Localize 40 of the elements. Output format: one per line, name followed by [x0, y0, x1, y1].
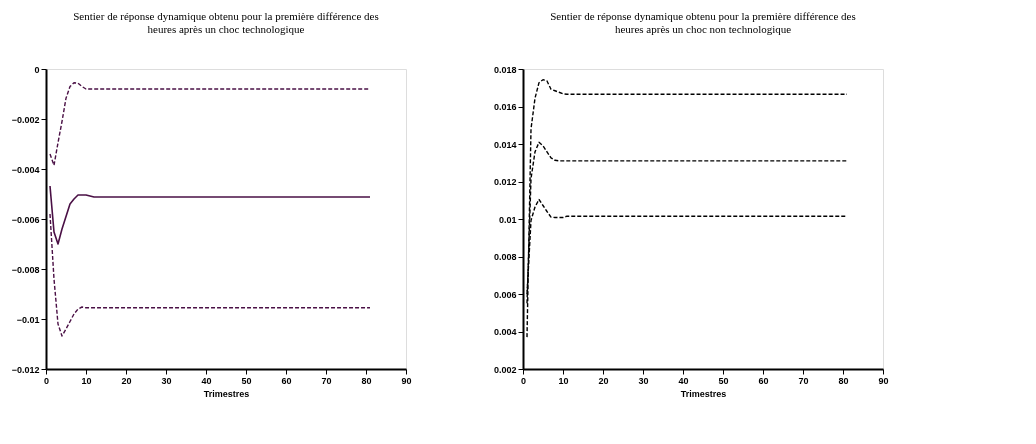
y-tick-label: −0.008 [11, 264, 40, 275]
y-tick-label: 0.004 [493, 327, 517, 337]
y-tick-label: 0.016 [493, 102, 517, 112]
x-tick-label: 50 [718, 375, 729, 386]
y-tick-label: 0.012 [493, 177, 517, 187]
y-tick-label: 0.006 [493, 289, 517, 300]
chart-title: Sentier de réponse dynamique obtenu pour la première différence des heures après un choc non technologique [550, 10, 856, 35]
y-tick-label: 0.008 [493, 252, 517, 262]
x-tick-label: 30 [638, 375, 649, 386]
y-tick-label: −0.01 [16, 314, 40, 325]
x-tick-label: 50 [241, 375, 252, 386]
x-tick-label: 90 [878, 375, 889, 386]
y-tick-label: 0.01 [498, 214, 517, 225]
chart-title: Sentier de réponse dynamique obtenu pour la première différence des heures après un choc technologique [73, 10, 379, 35]
x-tick-label: 80 [361, 375, 372, 386]
y-tick-label: −0.006 [11, 214, 40, 225]
x-tick-label: 30 [161, 375, 172, 386]
y-tick-label: 0.002 [493, 364, 517, 375]
x-tick-label: 60 [281, 375, 292, 386]
x-tick-label: 70 [798, 375, 809, 386]
x-tick-label: 80 [838, 375, 849, 386]
y-tick-label: 0.018 [493, 64, 517, 75]
x-tick-label: 40 [201, 375, 212, 386]
x-axis-title: Trimestres [680, 388, 727, 399]
y-tick-label: −0.004 [11, 164, 40, 175]
x-tick-label: 60 [758, 375, 769, 386]
x-tick-label: 0 [520, 375, 527, 386]
x-tick-label: 10 [81, 375, 92, 386]
y-tick-label: 0 [34, 64, 40, 75]
x-tick-label: 70 [321, 375, 332, 386]
x-tick-label: 40 [678, 375, 689, 386]
x-tick-label: 90 [401, 375, 412, 386]
y-tick-label: 0.014 [493, 139, 517, 150]
x-tick-label: 20 [598, 375, 609, 386]
y-tick-label: −0.012 [11, 364, 40, 375]
x-tick-label: 0 [43, 375, 50, 386]
y-tick-label: −0.002 [11, 114, 40, 125]
x-tick-label: 10 [558, 375, 569, 386]
x-tick-label: 20 [121, 375, 132, 386]
x-axis-title: Trimestres [203, 388, 250, 399]
